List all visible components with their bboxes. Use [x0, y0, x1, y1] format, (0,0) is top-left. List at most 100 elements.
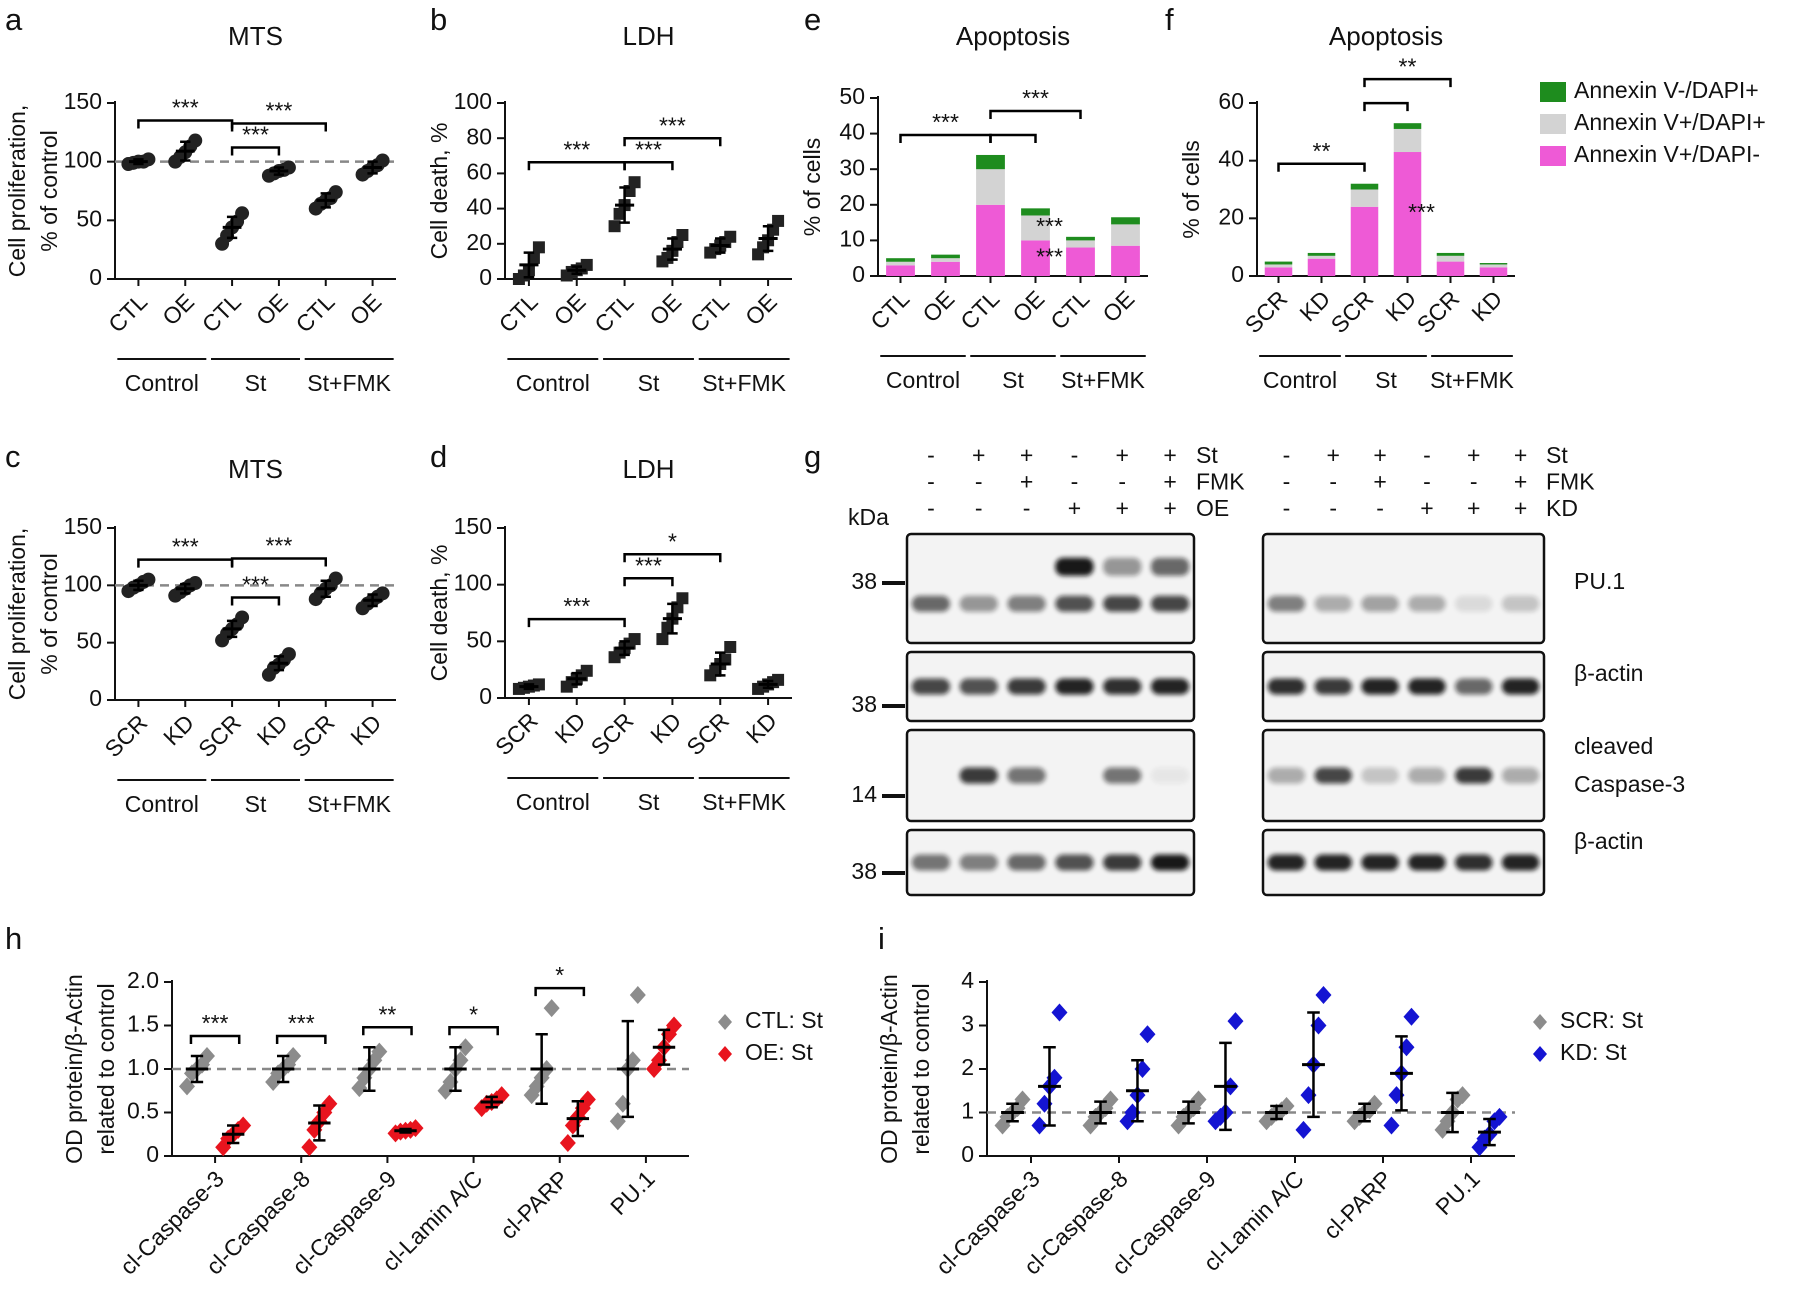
y-tick-label: 0 [1231, 261, 1244, 287]
x-tick-label: KD [1466, 285, 1507, 326]
group-label: St+FMK [307, 370, 391, 396]
group-label: St [638, 789, 660, 815]
blot-band [1361, 767, 1399, 784]
error-bar [180, 582, 191, 595]
treatment-mark: - [1071, 469, 1079, 495]
bar-segment [1111, 217, 1140, 225]
data-point [235, 610, 250, 625]
x-tick-label: SCR [490, 707, 543, 760]
significance-bracket [527, 160, 626, 171]
error-bar [367, 593, 378, 608]
error-bar [273, 655, 285, 672]
bar-segment [1479, 263, 1508, 265]
panel-letter: d [430, 439, 447, 474]
bar-segment [1021, 240, 1050, 276]
blot-band [1408, 767, 1446, 784]
size-label: 38 [851, 691, 877, 717]
data-point [457, 1038, 474, 1057]
blot-frame [1261, 650, 1546, 723]
bar-segment [976, 204, 1005, 276]
x-tick-label: OE [1007, 285, 1049, 327]
x-tick-label: OE [345, 288, 387, 330]
y-tick-label: 1.5 [127, 1011, 159, 1037]
significance-label: *** [635, 552, 662, 578]
y-tick-label: 20 [466, 229, 492, 255]
bar-segment [1111, 224, 1140, 246]
bar-segment [1021, 215, 1050, 241]
bar-segment [1436, 255, 1465, 262]
significance-label: *** [635, 136, 662, 162]
x-tick-label: KD [645, 707, 686, 748]
blot-frame [905, 828, 1196, 897]
treatment-mark: + [1420, 495, 1433, 521]
error-bar [1446, 1091, 1459, 1134]
legend-swatch [1540, 114, 1566, 134]
bar-segment [886, 265, 915, 276]
y-tick-label: 0 [479, 264, 492, 290]
significance-label: * [668, 528, 677, 554]
treatment-mark: - [1423, 469, 1431, 495]
y-tick-label: 100 [454, 570, 492, 596]
bar-segment [1264, 261, 1293, 265]
y-tick-label: 60 [466, 158, 492, 184]
error-bar [1395, 1035, 1408, 1112]
blot-band [959, 678, 998, 695]
error-bar [523, 683, 535, 691]
y-tick-label: 50 [76, 205, 102, 231]
blot-frame [905, 728, 1196, 823]
data-point [1383, 1116, 1400, 1135]
x-tick-label: OE [251, 288, 293, 330]
blot-band [1314, 854, 1352, 871]
blot-band [1267, 854, 1306, 871]
bar-segment [1066, 240, 1095, 248]
y-tick-label: 50 [76, 628, 102, 654]
data-point [609, 1112, 626, 1131]
bar-segment [1393, 123, 1422, 129]
significance-bracket [230, 557, 327, 567]
bar-segment [976, 154, 1005, 170]
data-point [628, 633, 641, 646]
blot-band [1055, 678, 1094, 695]
panel-letter: e [804, 2, 821, 37]
group-label: Control [516, 789, 590, 815]
bar-segment [931, 261, 960, 276]
significance-label: ** [1313, 138, 1331, 164]
blot-band [1455, 595, 1493, 612]
blot-band [1007, 595, 1046, 612]
group-label: St+FMK [702, 789, 786, 815]
data-point [1139, 1025, 1156, 1044]
panel-letter: h [5, 921, 22, 956]
y-tick-label: 50 [839, 83, 865, 109]
blot-band [1150, 595, 1190, 612]
significance-bracket [448, 1026, 499, 1036]
significance-label: *** [1022, 85, 1049, 111]
significance-label: * [555, 962, 564, 988]
group-label: St+FMK [702, 370, 786, 396]
significance-bracket [137, 119, 234, 129]
data-point [724, 641, 737, 653]
blot-band [1455, 767, 1493, 784]
treatment-mark: + [1020, 469, 1033, 495]
data-point [580, 664, 593, 677]
x-tick-label: OE [740, 288, 782, 330]
data-point [1031, 1116, 1048, 1135]
data-point [580, 258, 593, 271]
group-label: St+FMK [1430, 367, 1514, 393]
blot-band [1103, 678, 1142, 695]
legend-swatch [1540, 82, 1566, 102]
blot-band [1150, 767, 1190, 784]
blot-band [1007, 678, 1046, 695]
error-bar [571, 671, 583, 686]
error-bar [190, 1054, 204, 1084]
y-axis-label: % of control [36, 130, 62, 251]
x-tick-label: SCR [193, 709, 246, 762]
data-point [235, 206, 250, 221]
x-tick-label: OE [1097, 285, 1139, 327]
data-point [328, 185, 343, 200]
data-point [628, 176, 641, 189]
bar-segment [1350, 206, 1379, 276]
treatment-mark: + [1020, 442, 1033, 468]
bar-segment [886, 261, 915, 266]
blot-band [1361, 854, 1399, 871]
treatment-name: KD [1546, 495, 1578, 521]
